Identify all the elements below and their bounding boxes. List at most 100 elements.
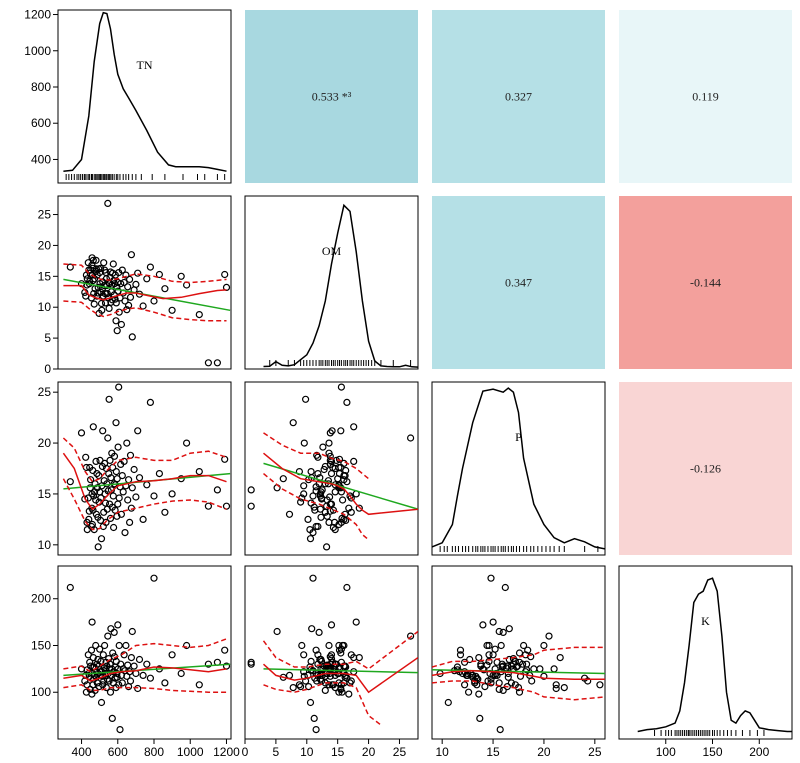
scatter-point — [104, 434, 112, 442]
scatter-point — [545, 632, 553, 640]
scatter-point — [495, 685, 503, 694]
scatter-point — [139, 302, 147, 310]
scatter-point — [120, 278, 128, 287]
scatter-point — [139, 515, 147, 524]
scatter-point — [247, 486, 255, 494]
variable-label: TN — [137, 58, 153, 72]
scatter-point — [504, 669, 512, 678]
scatter-point — [340, 472, 348, 480]
scatter-point — [195, 681, 203, 689]
scatter-point — [326, 429, 334, 437]
scatter-point — [135, 655, 144, 664]
scatter-point — [155, 270, 163, 279]
scatter-point — [273, 627, 281, 636]
scatter-point — [150, 574, 158, 582]
scatter-point — [89, 256, 97, 264]
scatter-point — [221, 270, 229, 279]
scatter-point — [321, 686, 329, 695]
scatter-point — [126, 451, 135, 459]
scatter-point — [204, 359, 212, 367]
scatter-point — [92, 641, 100, 650]
x-tick-label: 200 — [749, 745, 769, 759]
scatter-point — [115, 383, 123, 391]
y-tick-label: 1000 — [24, 44, 51, 58]
scatter-point — [524, 646, 532, 654]
scatter-point — [105, 304, 113, 312]
y-tick-label: 150 — [31, 638, 51, 652]
scatter-point — [195, 311, 203, 319]
scatter-point — [289, 419, 297, 427]
smooth-line — [432, 669, 605, 680]
scatter-point — [479, 621, 487, 629]
scatter-point — [204, 502, 212, 510]
smooth-upper-band — [263, 432, 370, 480]
scatter-point — [113, 327, 121, 335]
scatter-point — [150, 492, 158, 500]
scatter-point — [115, 494, 123, 502]
scatter-point — [300, 439, 308, 447]
scatter-point — [313, 451, 321, 459]
scatter-point — [168, 306, 176, 314]
scatter-point — [106, 514, 115, 523]
scatter-point — [475, 653, 483, 662]
scatter-point — [96, 645, 104, 653]
scatter-point — [310, 714, 318, 723]
x-tick-label: 10 — [300, 745, 314, 759]
scatter-point — [342, 516, 350, 525]
scatter-point — [505, 655, 513, 664]
scatter-point — [127, 653, 135, 662]
scatter-point — [77, 429, 86, 437]
scatter-point — [355, 653, 363, 662]
scatter-point — [338, 688, 346, 696]
scatter-point — [496, 725, 504, 734]
scatter-point — [130, 465, 138, 474]
scatter-point — [106, 456, 114, 464]
scatter-point — [113, 475, 121, 483]
y-tick-label: 100 — [31, 685, 51, 699]
scatter-point — [66, 583, 74, 592]
panel-frame — [57, 381, 232, 556]
scatter-point — [112, 299, 120, 307]
scatter-group — [62, 383, 231, 551]
scatter-point — [97, 494, 105, 502]
scatter-point — [596, 681, 604, 689]
correlation-label: -0.144 — [690, 276, 721, 290]
scatter-point — [314, 522, 322, 531]
scatter-point — [90, 492, 98, 500]
scatter-point — [117, 280, 125, 288]
scatter-point — [66, 263, 74, 271]
x-tick-label: 15 — [486, 745, 500, 759]
smooth-line — [62, 452, 227, 511]
scatter-point — [247, 658, 255, 666]
scatter-point — [338, 514, 346, 523]
panel-frame — [57, 195, 232, 370]
scatter-point — [495, 627, 503, 636]
scatter-point — [540, 641, 548, 650]
scatter-point — [485, 641, 493, 650]
scatter-point — [103, 290, 111, 298]
scatter-point — [90, 300, 98, 308]
panel-frame — [244, 565, 419, 740]
scatter-point — [99, 651, 107, 659]
smooth-upper-band — [63, 638, 227, 673]
scatter-point — [117, 510, 126, 518]
smooth-lower-band — [62, 478, 227, 531]
x-tick-label: 0 — [242, 745, 249, 759]
scatter-point — [107, 625, 115, 633]
scatter-point — [325, 681, 333, 689]
scatter-point — [331, 660, 339, 668]
scatter-point — [132, 280, 140, 288]
scatter-point — [94, 543, 102, 551]
smooth-lower-band — [263, 473, 370, 541]
correlation-cell — [619, 382, 792, 555]
scatter-point — [126, 293, 135, 301]
scatter-point — [130, 662, 138, 670]
density-group — [432, 387, 605, 552]
scatter-point — [522, 660, 531, 668]
scatter-point — [346, 492, 354, 500]
scatter-point — [92, 256, 100, 264]
y-tick-label: 25 — [38, 385, 52, 399]
scatter-point — [317, 513, 325, 521]
scatter-point — [476, 714, 484, 723]
